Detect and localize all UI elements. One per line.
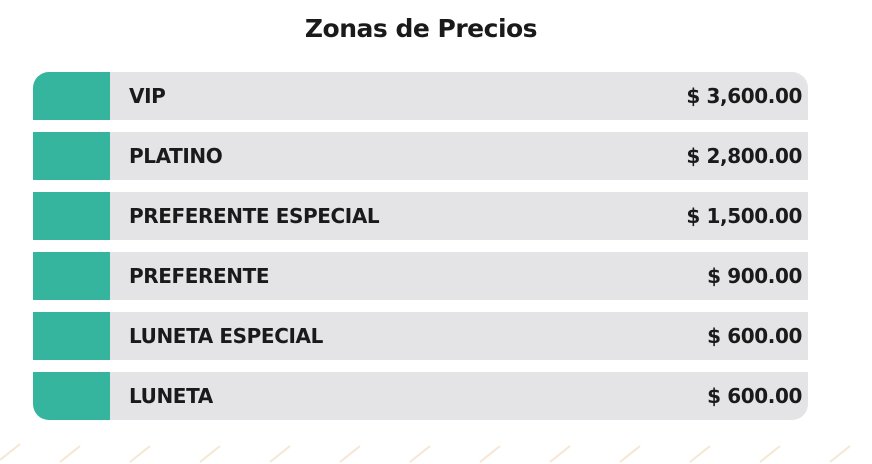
title: Zonas de Precios bbox=[304, 14, 538, 43]
zone-color bbox=[33, 192, 110, 240]
zone-row: PREFERENTE $ 900.00 bbox=[33, 252, 808, 300]
zone-name: LUNETA ESPECIAL bbox=[129, 324, 323, 348]
zone-color bbox=[33, 312, 110, 360]
decorative-pattern bbox=[0, 443, 851, 463]
zone-name: LUNETA bbox=[129, 384, 213, 408]
zone-name: PREFERENTE ESPECIAL bbox=[129, 204, 380, 228]
zone-price: $ 1,500.00 bbox=[686, 204, 802, 228]
zone-price: $ 600.00 bbox=[707, 324, 802, 348]
zone-row: LUNETA ESPECIAL $ 600.00 bbox=[33, 312, 808, 360]
zone-row: LUNETA $ 600.00 bbox=[33, 372, 808, 420]
zone-price: $ 600.00 bbox=[707, 384, 802, 408]
zone-row: VIP $ 3,600.00 bbox=[33, 72, 808, 120]
zone-color bbox=[33, 132, 110, 180]
zone-price: $ 3,600.00 bbox=[686, 84, 802, 108]
zone-row: PLATINO $ 2,800.00 bbox=[33, 132, 808, 180]
zone-price: $ 2,800.00 bbox=[686, 144, 802, 168]
zone-price: $ 900.00 bbox=[707, 264, 802, 288]
zone-row: PREFERENTE ESPECIAL $ 1,500.00 bbox=[33, 192, 808, 240]
zone-color bbox=[33, 372, 110, 420]
zone-color bbox=[33, 252, 110, 300]
zone-name: PREFERENTE bbox=[129, 264, 270, 288]
zone-name: VIP bbox=[129, 84, 166, 108]
zone-color bbox=[33, 72, 110, 120]
zone-name: PLATINO bbox=[129, 144, 223, 168]
